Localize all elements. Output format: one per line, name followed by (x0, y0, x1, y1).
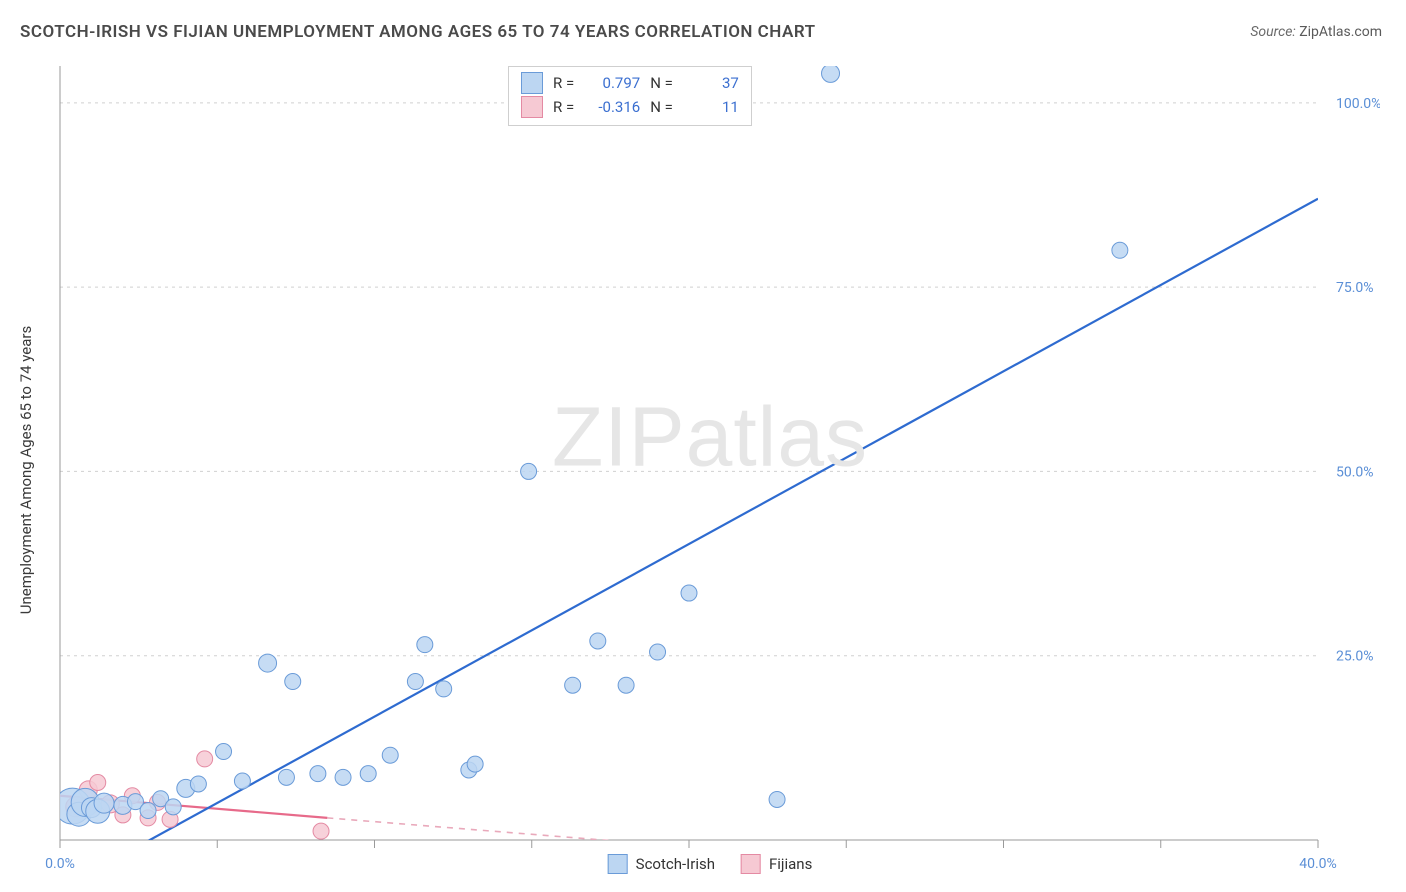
source-prefix: Source: (1250, 24, 1299, 40)
svg-text:100.0%: 100.0% (1336, 96, 1380, 112)
r-label: R = (553, 74, 574, 92)
chart-title: SCOTCH-IRISH VS FIJIAN UNEMPLOYMENT AMON… (20, 22, 816, 42)
r-label: R = (553, 98, 574, 116)
svg-text:40.0%: 40.0% (1299, 856, 1337, 872)
series-legend: Scotch-Irish Fijians (608, 854, 813, 874)
swatch-fiji-icon (741, 854, 761, 874)
svg-text:75.0%: 75.0% (1336, 280, 1374, 296)
y-axis-label: Unemployment Among Ages 65 to 74 years (17, 326, 35, 614)
r-value-fiji: -0.316 (582, 98, 640, 116)
legend-row-fiji: R = -0.316 N = 11 (521, 95, 739, 119)
scatter-chart: 25.0% 50.0% 75.0% 100.0% 0.0% 40.0% (40, 60, 1380, 880)
svg-text:0.0%: 0.0% (45, 856, 75, 872)
legend-item-fiji: Fijians (741, 854, 812, 874)
correlation-legend: R = 0.797 N = 37 R = -0.316 N = 11 (508, 66, 752, 126)
n-value-fiji: 11 (681, 98, 739, 116)
legend-row-scotch: R = 0.797 N = 37 (521, 71, 739, 95)
swatch-scotch-icon (608, 854, 628, 874)
n-label: N = (650, 98, 673, 116)
legend-label-fiji: Fijians (769, 855, 812, 873)
source-name: ZipAtlas.com (1299, 24, 1382, 40)
chart-area: Unemployment Among Ages 65 to 74 years Z… (40, 60, 1380, 880)
n-label: N = (650, 74, 673, 92)
svg-text:50.0%: 50.0% (1336, 464, 1374, 480)
swatch-scotch (521, 72, 543, 94)
svg-text:25.0%: 25.0% (1336, 649, 1374, 665)
source-attribution: Source: ZipAtlas.com (1250, 24, 1382, 40)
r-value-scotch: 0.797 (582, 74, 640, 92)
n-value-scotch: 37 (681, 74, 739, 92)
legend-item-scotch: Scotch-Irish (608, 854, 715, 874)
swatch-fiji (521, 96, 543, 118)
legend-label-scotch: Scotch-Irish (636, 855, 715, 873)
